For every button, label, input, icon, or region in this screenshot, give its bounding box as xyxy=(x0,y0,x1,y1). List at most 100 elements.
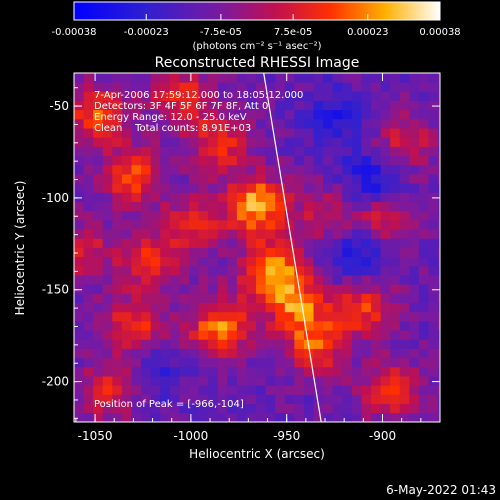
heatmap-cell xyxy=(121,348,132,359)
heatmap-cell xyxy=(294,146,305,157)
heatmap-cell xyxy=(102,219,113,230)
colorbar: -0.00038 -0.00023 -7.5e-05 7.5e-05 0.00023 0.… xyxy=(52,1,461,52)
heatmap-cell xyxy=(246,284,257,294)
heatmap-cell xyxy=(380,403,391,414)
heatmap-cell xyxy=(179,330,190,340)
heatmap-cell xyxy=(83,229,94,239)
heatmap-cell xyxy=(141,146,152,157)
heatmap-cell xyxy=(227,256,238,267)
heatmap-cell xyxy=(390,164,401,175)
heatmap-cell xyxy=(150,201,161,212)
heatmap-cell xyxy=(179,403,190,414)
heatmap-cell xyxy=(198,302,209,313)
heatmap-cell xyxy=(74,412,84,422)
heatmap-cell xyxy=(160,412,171,422)
heatmap-cell xyxy=(141,403,152,414)
heatmap-cell xyxy=(131,376,142,386)
heatmap-cell xyxy=(438,210,440,221)
heatmap-cell xyxy=(399,174,410,184)
heatmap-cell xyxy=(74,238,84,248)
heatmap-cell xyxy=(428,385,439,395)
heatmap-cell xyxy=(208,339,219,349)
heatmap-cell xyxy=(256,339,267,349)
heatmap-cell xyxy=(102,302,113,313)
heatmap-cell xyxy=(121,146,132,157)
heatmap-cell xyxy=(93,412,104,422)
heatmap-cell xyxy=(169,357,180,368)
heatmap-cell xyxy=(246,238,257,248)
heatmap-cell xyxy=(160,137,171,147)
heatmap-cell xyxy=(294,366,305,377)
heatmap-cell xyxy=(418,201,429,212)
heatmap-cell xyxy=(418,256,429,267)
heatmap-cell xyxy=(141,82,152,92)
heatmap-cell xyxy=(131,164,142,175)
heatmap-cell xyxy=(361,302,372,313)
heatmap-cell xyxy=(323,330,334,340)
heatmap-cell xyxy=(102,366,113,377)
heatmap-cell xyxy=(217,91,228,101)
heatmap-cell xyxy=(313,100,324,111)
heatmap-cell xyxy=(371,109,381,120)
heatmap-cell xyxy=(198,284,209,294)
heatmap-cell xyxy=(323,275,334,285)
heatmap-cell xyxy=(390,128,401,138)
heatmap-cell xyxy=(74,100,84,111)
heatmap-cell xyxy=(83,118,94,129)
heatmap-cell xyxy=(265,330,276,340)
heatmap-cell xyxy=(256,137,267,147)
heatmap-cell xyxy=(371,394,381,405)
heatmap-cell xyxy=(227,210,238,221)
heatmap-cell xyxy=(294,192,305,202)
heatmap-cell xyxy=(371,339,381,349)
heatmap-cell xyxy=(246,339,257,349)
heatmap-cell xyxy=(141,201,152,212)
heatmap-cell xyxy=(284,118,295,129)
heatmap-cell xyxy=(313,366,324,377)
heatmap-cell xyxy=(265,137,276,147)
heatmap-cell xyxy=(294,229,305,239)
heatmap-cell xyxy=(371,330,381,340)
heatmap-cell xyxy=(188,183,199,193)
heatmap-cell xyxy=(93,320,104,331)
heatmap-cell xyxy=(313,91,324,101)
heatmap-cell xyxy=(83,293,94,303)
heatmap-cell xyxy=(418,293,429,303)
heatmap-cell xyxy=(418,412,429,422)
heatmap-cell xyxy=(227,330,238,340)
heatmap-cell xyxy=(179,210,190,221)
heatmap-cell xyxy=(74,118,84,129)
heatmap-cell xyxy=(313,311,324,322)
heatmap-cell xyxy=(390,219,401,230)
heatmap-cell xyxy=(265,265,276,276)
heatmap-cell xyxy=(275,293,286,303)
heatmap-cell xyxy=(265,100,276,111)
heatmap-cell xyxy=(150,109,161,120)
heatmap-cell xyxy=(275,284,286,294)
heatmap-cell xyxy=(371,293,381,303)
heatmap-cell xyxy=(188,403,199,414)
heatmap-cell xyxy=(198,293,209,303)
heatmap-cell xyxy=(141,412,152,422)
heatmap-cell xyxy=(179,293,190,303)
heatmap-cell xyxy=(399,164,410,175)
heatmap-cell xyxy=(150,192,161,202)
heatmap-cell xyxy=(256,302,267,313)
heatmap-cell xyxy=(93,164,104,175)
x-tick-label: -900 xyxy=(369,429,396,443)
heatmap-cell xyxy=(198,183,209,193)
heatmap-cell xyxy=(361,330,372,340)
heatmap-cell xyxy=(169,137,180,147)
heatmap-cell xyxy=(141,238,152,248)
heatmap-cell xyxy=(83,385,94,395)
heatmap-cell xyxy=(93,118,104,129)
heatmap-cell xyxy=(438,293,440,303)
heatmap-cell xyxy=(428,275,439,285)
heatmap-cell xyxy=(102,320,113,331)
heatmap-cell xyxy=(418,366,429,377)
heatmap-cell xyxy=(150,385,161,395)
heatmap-cell xyxy=(409,265,420,276)
heatmap-cell xyxy=(150,403,161,414)
heatmap-cell xyxy=(256,412,267,422)
heatmap-cell xyxy=(179,412,190,422)
